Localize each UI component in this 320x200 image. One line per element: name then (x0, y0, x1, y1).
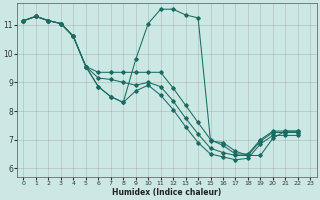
X-axis label: Humidex (Indice chaleur): Humidex (Indice chaleur) (112, 188, 221, 197)
